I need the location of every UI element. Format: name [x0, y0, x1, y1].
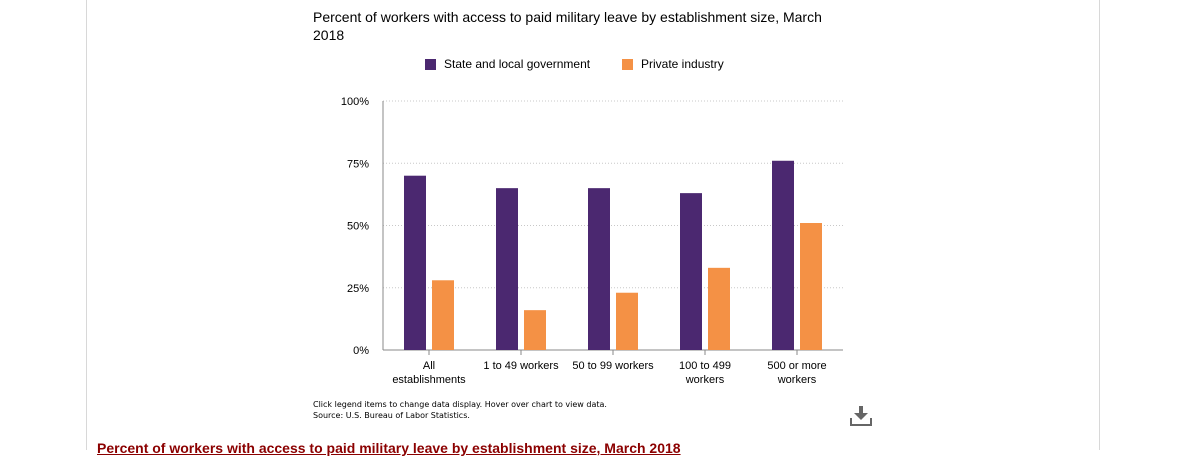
legend-item-private[interactable]: Private industry: [622, 56, 724, 72]
chart-legend: State and local government Private indus…: [0, 56, 1192, 72]
x-tick-label: workers: [685, 374, 725, 386]
chart-source: Source: U.S. Bureau of Labor Statistics.: [313, 411, 470, 420]
bar[interactable]: Private industry: 51%: [800, 223, 822, 350]
y-tick-label: 75%: [347, 158, 369, 170]
download-button[interactable]: [849, 405, 873, 427]
bar[interactable]: State and local government: 70%: [404, 175, 426, 350]
bar[interactable]: State and local government: 76%: [772, 160, 794, 350]
bar[interactable]: State and local government: 63%: [680, 193, 702, 350]
legend-label-state-local: State and local government: [444, 57, 591, 71]
bar[interactable]: State and local government: 65%: [588, 188, 610, 350]
bar[interactable]: State and local government: 65%: [496, 188, 518, 350]
chart-instructions: Click legend items to change data displa…: [313, 400, 607, 409]
x-tick-label: establishments: [392, 374, 466, 386]
y-tick-label: 25%: [347, 283, 369, 295]
legend-swatch-private: [622, 58, 633, 70]
x-tick-label: workers: [777, 374, 817, 386]
bar[interactable]: Private industry: 28%: [432, 280, 454, 350]
x-tick-label: 100 to 499: [679, 360, 731, 372]
bar-chart[interactable]: 0% 25% 50% 75% 100% State and local governmen…: [0, 0, 1192, 395]
footer-chart-link[interactable]: Percent of workers with access to paid m…: [97, 440, 681, 456]
chart-title: Percent of workers with access to paid m…: [313, 9, 822, 43]
chart-notes: Click legend items to change data displa…: [313, 399, 607, 421]
y-tick-label: 100%: [341, 96, 369, 108]
bar[interactable]: Private industry: 16%: [524, 310, 546, 350]
legend-swatch-state-local: [425, 58, 436, 70]
download-icon: [850, 406, 872, 426]
x-tick-label: 500 or more: [767, 360, 826, 372]
legend-label-private: Private industry: [641, 57, 724, 71]
x-tick-label: 1 to 49 workers: [483, 360, 559, 372]
content-frame: [86, 0, 1100, 450]
y-tick-label: 0%: [353, 345, 369, 357]
bar[interactable]: Private industry: 33%: [708, 267, 730, 350]
legend-item-state-local[interactable]: State and local government: [425, 56, 590, 72]
x-tick-label: All: [423, 360, 435, 372]
bar[interactable]: Private industry: 23%: [616, 292, 638, 350]
y-tick-label: 50%: [347, 221, 369, 233]
x-tick-label: 50 to 99 workers: [572, 360, 654, 372]
